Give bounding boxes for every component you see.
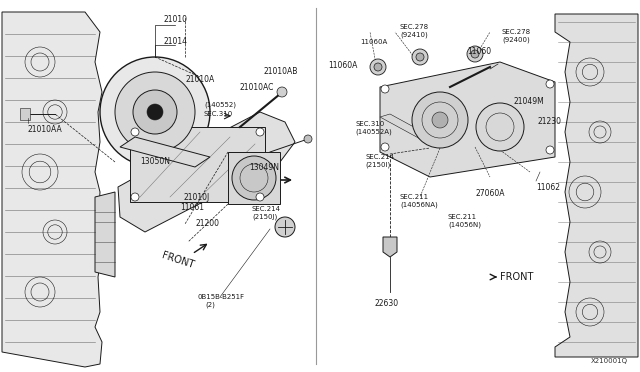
Circle shape xyxy=(416,53,424,61)
Text: 27060A: 27060A xyxy=(475,189,504,199)
Polygon shape xyxy=(120,137,210,167)
Text: 13049N: 13049N xyxy=(249,163,279,171)
Circle shape xyxy=(546,80,554,88)
Text: (2150I): (2150I) xyxy=(365,162,390,168)
Text: 21010: 21010 xyxy=(163,16,187,25)
Text: 11061: 11061 xyxy=(180,202,204,212)
Text: X210001Q: X210001Q xyxy=(591,358,628,364)
Circle shape xyxy=(546,146,554,154)
Text: 11062: 11062 xyxy=(536,183,560,192)
Circle shape xyxy=(147,104,163,120)
Polygon shape xyxy=(2,12,102,367)
Text: SEC.310: SEC.310 xyxy=(204,111,233,117)
Text: 11060A: 11060A xyxy=(360,39,387,45)
Text: 21010J: 21010J xyxy=(183,192,209,202)
Circle shape xyxy=(467,46,483,62)
Circle shape xyxy=(133,90,177,134)
Circle shape xyxy=(131,193,139,201)
Text: (92410): (92410) xyxy=(400,32,428,38)
Circle shape xyxy=(381,143,389,151)
Polygon shape xyxy=(380,62,555,177)
Text: (140552A): (140552A) xyxy=(355,129,392,135)
Polygon shape xyxy=(130,127,265,202)
Text: (2150J): (2150J) xyxy=(252,214,277,220)
Text: SEC.278: SEC.278 xyxy=(502,29,531,35)
Circle shape xyxy=(381,85,389,93)
Circle shape xyxy=(275,217,295,237)
Circle shape xyxy=(412,92,468,148)
Circle shape xyxy=(471,50,479,58)
Text: (14056NA): (14056NA) xyxy=(400,202,438,208)
Text: SEC.214: SEC.214 xyxy=(252,206,281,212)
Polygon shape xyxy=(555,14,638,357)
Circle shape xyxy=(370,59,386,75)
Circle shape xyxy=(115,72,195,152)
Text: 21010AA: 21010AA xyxy=(28,125,63,135)
Circle shape xyxy=(374,63,382,71)
Circle shape xyxy=(256,193,264,201)
Text: FRONT: FRONT xyxy=(161,250,195,270)
Bar xyxy=(228,152,280,204)
Polygon shape xyxy=(95,192,115,277)
Circle shape xyxy=(432,112,448,128)
Circle shape xyxy=(232,156,276,200)
Text: (2): (2) xyxy=(205,302,215,308)
Text: FRONT: FRONT xyxy=(500,272,533,282)
Text: SEC.214: SEC.214 xyxy=(365,154,394,160)
Text: (140552): (140552) xyxy=(204,102,236,108)
Text: SEC.211: SEC.211 xyxy=(400,194,429,200)
Text: 21230: 21230 xyxy=(537,118,561,126)
Circle shape xyxy=(476,103,524,151)
Text: 21010AB: 21010AB xyxy=(263,67,298,77)
Polygon shape xyxy=(380,114,445,147)
Polygon shape xyxy=(383,237,397,257)
Circle shape xyxy=(100,57,210,167)
Text: 21200: 21200 xyxy=(196,219,220,228)
Polygon shape xyxy=(118,112,295,232)
Text: (14056N): (14056N) xyxy=(448,222,481,228)
Text: 0B15B-B251F: 0B15B-B251F xyxy=(197,294,244,300)
Circle shape xyxy=(256,128,264,136)
Text: SEC.278: SEC.278 xyxy=(400,24,429,30)
Polygon shape xyxy=(20,108,30,120)
Text: 21010AC: 21010AC xyxy=(240,83,275,92)
Text: 11060: 11060 xyxy=(467,48,491,57)
Text: SEC.310: SEC.310 xyxy=(355,121,384,127)
Text: 11060A: 11060A xyxy=(328,61,357,70)
Circle shape xyxy=(304,135,312,143)
Circle shape xyxy=(277,87,287,97)
Text: 21049M: 21049M xyxy=(513,97,544,106)
Circle shape xyxy=(412,49,428,65)
Text: 21014: 21014 xyxy=(163,38,187,46)
Text: (92400): (92400) xyxy=(502,37,530,43)
Text: 22630: 22630 xyxy=(375,299,399,308)
Text: 21010A: 21010A xyxy=(185,76,214,84)
Circle shape xyxy=(131,128,139,136)
Text: 13050N: 13050N xyxy=(140,157,170,167)
Text: SEC.211: SEC.211 xyxy=(448,214,477,220)
